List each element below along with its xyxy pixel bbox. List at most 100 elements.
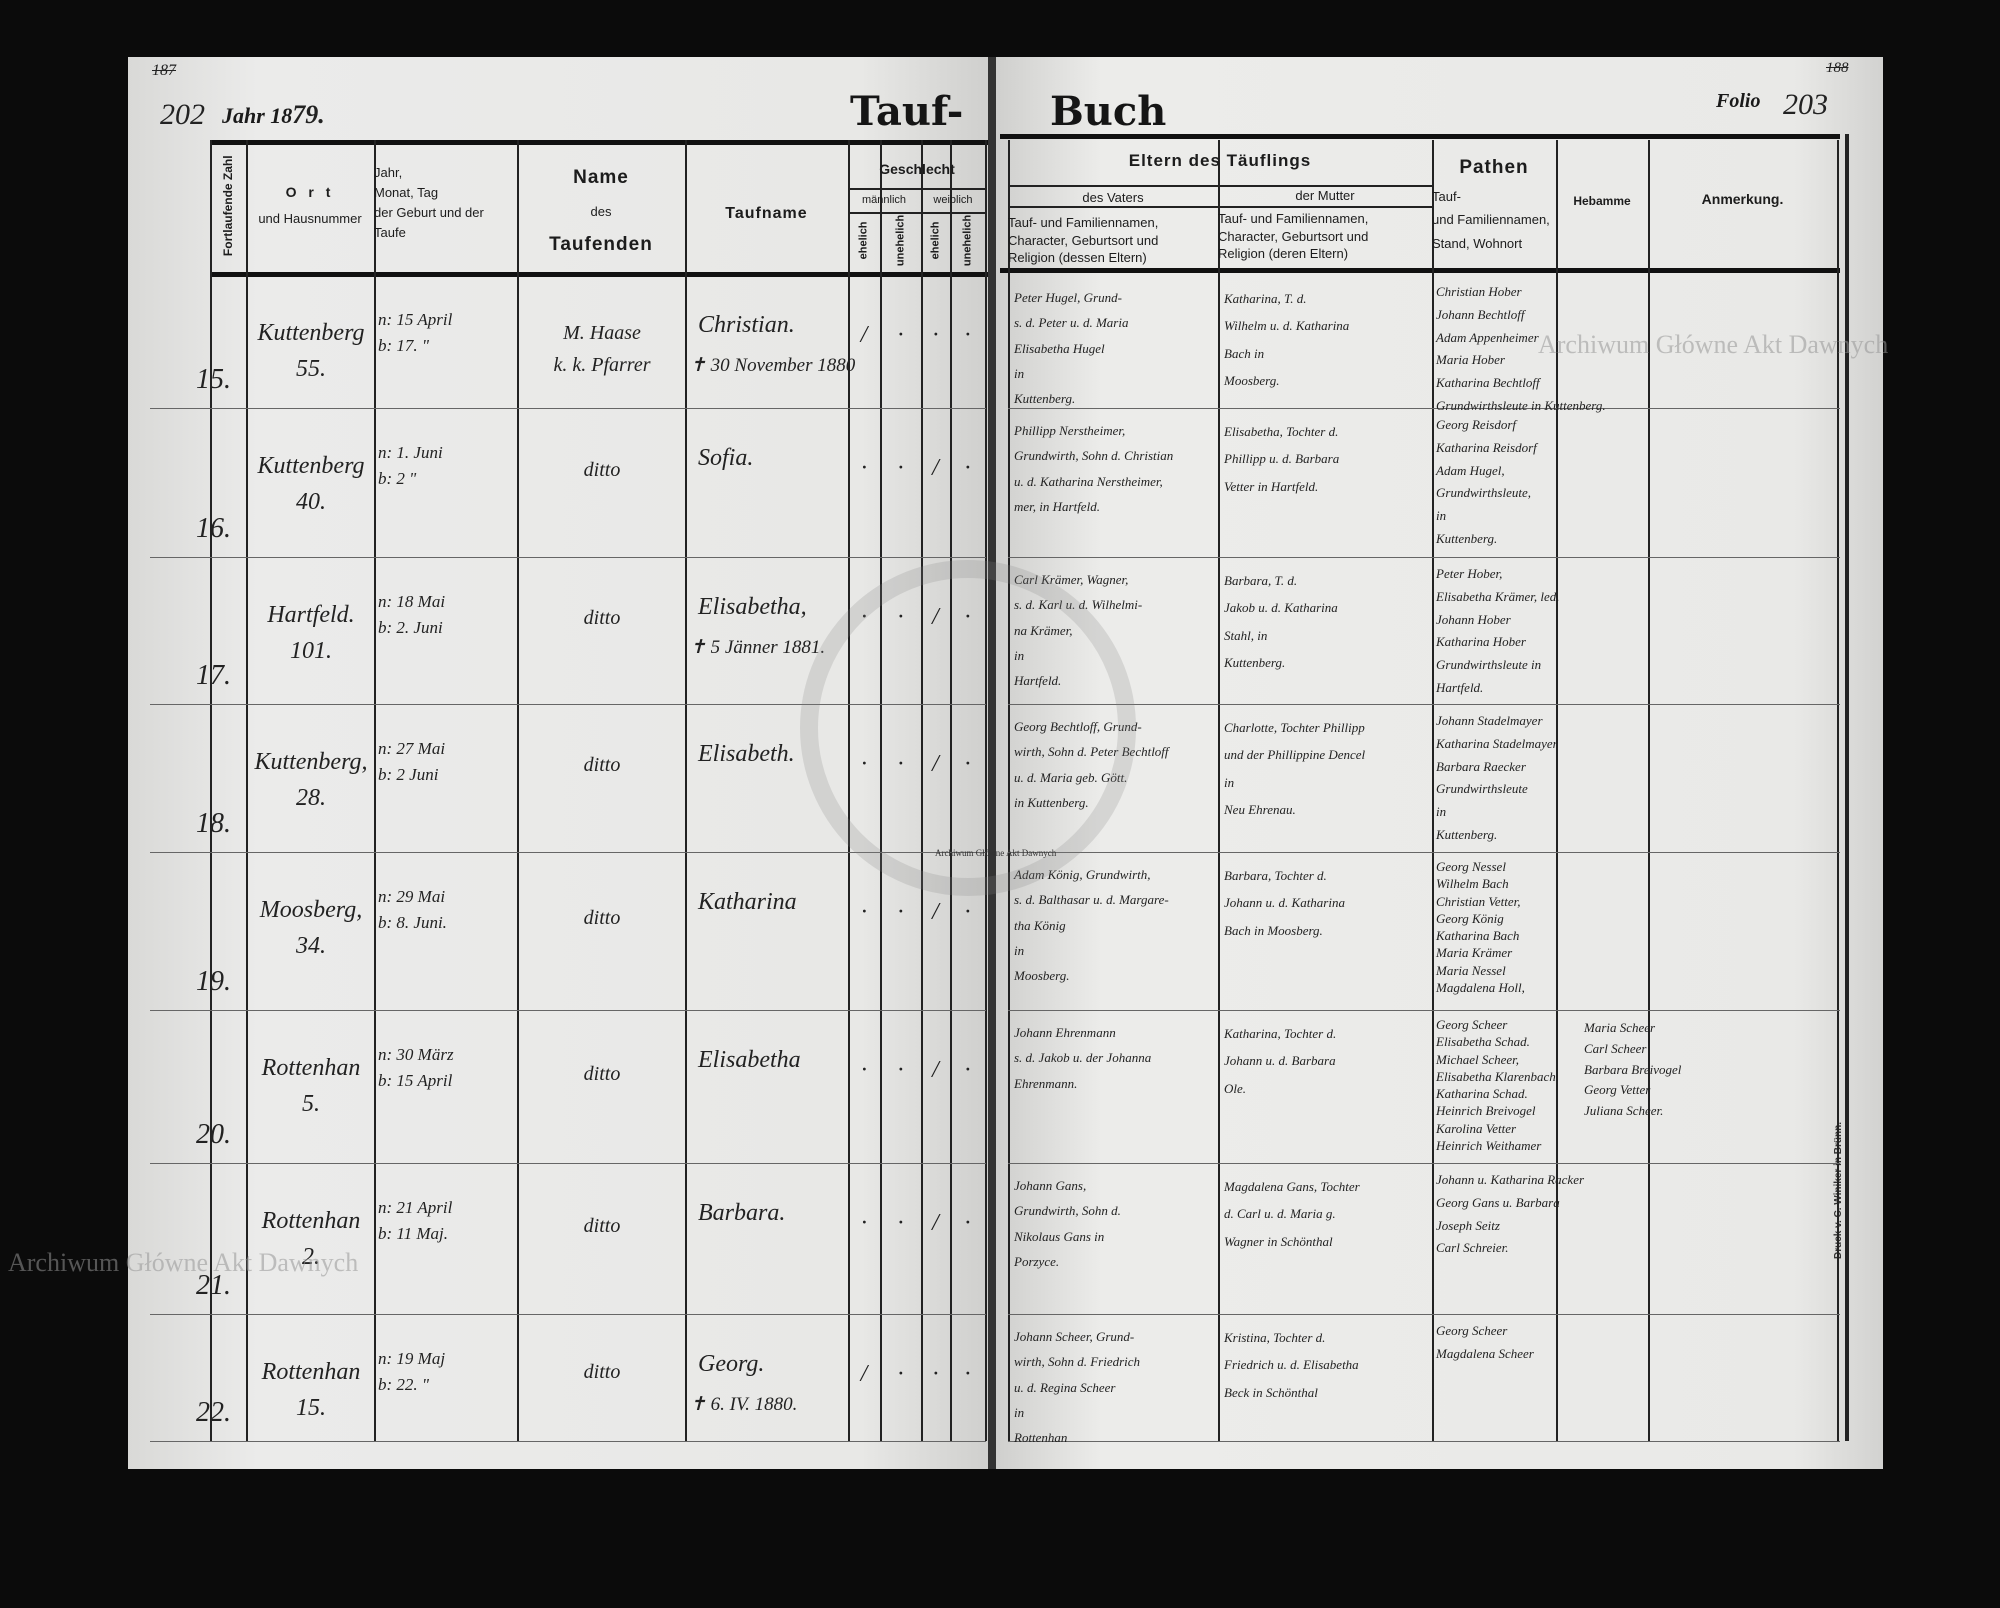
row-divider	[150, 557, 986, 558]
entry-pathen-line: Karolina Vetter	[1436, 1120, 1517, 1136]
row-divider-right	[1008, 1163, 1840, 1164]
entry-hebamme: Maria Scheer Carl Scheer Barbara Breivogel…	[1584, 1018, 1744, 1122]
entry-vater-line: Moosberg.	[1014, 968, 1070, 984]
entry-ort: Hartfeld. 101.	[250, 597, 372, 669]
header-pathen: Pathen	[1459, 157, 1529, 178]
entry-gender-mark: ·	[964, 1210, 971, 1236]
folio-number-right: 203	[1783, 88, 1828, 121]
entry-number: 22.	[196, 1397, 231, 1428]
entry-pathen-line: Grundwirthsleute in	[1436, 657, 1542, 672]
entry-pathen-line: Johann u. Katharina Racker	[1436, 1172, 1585, 1187]
header-datum-line: Jahr,	[374, 165, 403, 180]
entry-ort-line: 5.	[302, 1091, 320, 1117]
entry-pathen-line: Katharina Hober	[1436, 634, 1526, 650]
column-divider	[1648, 140, 1650, 1441]
entry-ort-line: 34.	[296, 933, 326, 959]
entry-pathen-line: Georg Scheer	[1436, 1017, 1508, 1032]
header-name: Name	[573, 167, 629, 188]
entry-datum-line: n: 27 Mai	[378, 739, 446, 758]
entry-taufname: Elisabetha	[698, 1047, 801, 1073]
entry-datum: n: 19 Maj b: 22. "	[378, 1346, 516, 1397]
column-divider	[517, 140, 519, 1441]
right-page	[995, 57, 1883, 1469]
entry-pathen: Georg Reisdorf Katharina Reisdorf Adam Hug…	[1436, 414, 1636, 551]
header-vaters-sub-line: Religion (dessen Eltern)	[1008, 250, 1147, 266]
entry-vater-line: Johann Scheer, Grund-	[1014, 1329, 1135, 1344]
entry-pathen: Johann u. Katharina Racker Georg Gans u. …	[1436, 1169, 1636, 1260]
entry-pathen: Peter Hober, Elisabetha Krämer, led. Johan…	[1436, 563, 1636, 700]
column-divider	[210, 140, 212, 1441]
entry-pathen: Johann Stadelmayer Katharina Stadelmayer B…	[1436, 710, 1636, 847]
entry-mutter: Barbara, Tochter d. Johann u. d. Katharin…	[1224, 862, 1430, 944]
entry-taufende: ditto	[522, 1058, 682, 1090]
entry-pathen-line: Katharina Reisdorf	[1436, 439, 1537, 455]
header-geschlecht: Geschlecht	[879, 161, 955, 177]
entry-pathen: Georg Scheer Magdalena Scheer	[1436, 1320, 1636, 1366]
row-divider-right	[1008, 852, 1840, 853]
entry-vater-line: in	[1014, 366, 1025, 382]
entry-mutter-line: Katharina, T. d.	[1224, 291, 1307, 306]
watermark-left: Archiwum Główne Akt Dawnych	[8, 1248, 359, 1277]
entry-number: 16.	[196, 513, 231, 544]
header-pathen-sub: Tauf-und Familiennamen, Stand, Wohnort	[1432, 185, 1556, 255]
entry-pathen-line: Katharina Schad.	[1436, 1086, 1528, 1102]
entry-pathen-line: Elisabetha Krämer, led.	[1436, 588, 1560, 604]
entry-datum-line: n: 30 März	[378, 1045, 454, 1064]
entry-ort-line: Rottenhan	[261, 1208, 361, 1234]
header-vaters-sub: Tauf- und Familiennamen, Character, Gebur…	[1008, 214, 1218, 267]
row-divider	[150, 1314, 986, 1315]
entry-datum-line: n: 18 Mai	[378, 592, 446, 611]
entry-gender-mark: ·	[861, 1057, 867, 1083]
entry-taufende-line: ditto	[583, 458, 621, 481]
entry-pathen-line: Georg Scheer	[1436, 1323, 1508, 1338]
header-mutter-sub-line: Tauf- und Familiennamen,	[1218, 211, 1369, 226]
entry-mutter: Elisabetha, Tochter d. Phillipp u. d. Bar…	[1224, 418, 1430, 500]
entry-pathen-line: Heinrich Breivogel	[1436, 1103, 1536, 1119]
entry-ort: Kuttenberg 55.	[250, 315, 372, 387]
entry-mutter-line: Stahl, in	[1224, 627, 1268, 643]
row-divider	[150, 852, 986, 853]
entry-taufname: Elisabetha,	[698, 594, 807, 620]
entry-vater-line: Kuttenberg.	[1014, 391, 1076, 407]
entry-gender-mark: ·	[964, 1057, 971, 1083]
entry-mutter-line: in	[1224, 774, 1235, 790]
entry-vater: Johann Gans, Grundwirth, Sohn d. Nikolaus …	[1014, 1173, 1216, 1274]
entry-taufname: Barbara.	[698, 1200, 786, 1226]
entry-mutter-line: Kristina, Tochter d.	[1224, 1330, 1326, 1345]
entry-ort: Rottenhan 2.	[250, 1203, 372, 1275]
entry-number: 20.	[196, 1119, 231, 1150]
entry-taufende: M. Haase k. k. Pfarrer	[522, 317, 682, 381]
entry-mutter-line: Bach in Moosberg.	[1224, 922, 1323, 938]
header-pathen-sub-line: Tauf-	[1432, 189, 1461, 204]
entry-taufname: Sofia.	[698, 445, 754, 471]
header-datum: Jahr, Monat, Tag der Geburt und der Taufe	[374, 163, 517, 244]
entry-mutter-line: Friedrich u. d. Elisabetha	[1224, 1357, 1359, 1373]
geschlecht-rule	[848, 188, 986, 190]
entry-mutter-line: Neu Ehrenau.	[1224, 801, 1296, 817]
entry-mutter: Katharina, T. d. Wilhelm u. d. Katharina B…	[1224, 285, 1430, 394]
entry-gender-mark: ·	[964, 899, 971, 925]
entry-number: 21.	[196, 1270, 231, 1301]
header-w-unehelich: unehelich	[961, 214, 974, 267]
entry-ort: Rottenhan 5.	[250, 1050, 372, 1122]
header-mutter-sub-line: Character, Geburtsort und	[1218, 228, 1369, 244]
entry-datum-line: b: 22. "	[378, 1374, 430, 1394]
entry-ort-line: 15.	[296, 1395, 326, 1421]
header-ort: O r t	[285, 184, 335, 200]
header-weiblich: weiblich	[933, 194, 973, 206]
entry-ort-line: 55.	[296, 356, 326, 382]
header-maennlich: männlich	[861, 194, 907, 206]
title-right: Buch	[1050, 88, 1167, 135]
entry-pathen-line: Magdalena Holl,	[1436, 979, 1525, 995]
entry-pathen-line: Joseph Seitz	[1436, 1217, 1500, 1233]
entry-vater-line: in	[1014, 1405, 1025, 1421]
column-divider	[1432, 140, 1434, 1441]
old-folio-left: 187	[152, 62, 176, 79]
entry-mutter: Magdalena Gans, Tochter d. Carl u. d. Mar…	[1224, 1173, 1430, 1255]
entry-mutter-line: Wilhelm u. d. Katharina	[1224, 318, 1350, 334]
entry-hebamme-line: Carl Scheer	[1584, 1040, 1647, 1056]
entry-gender-mark: ·	[932, 1361, 939, 1387]
entry-taufende-line: ditto	[583, 754, 621, 776]
entry-gender-mark: /	[932, 899, 939, 925]
header-eltern: Eltern des Täuflings	[1128, 151, 1312, 170]
